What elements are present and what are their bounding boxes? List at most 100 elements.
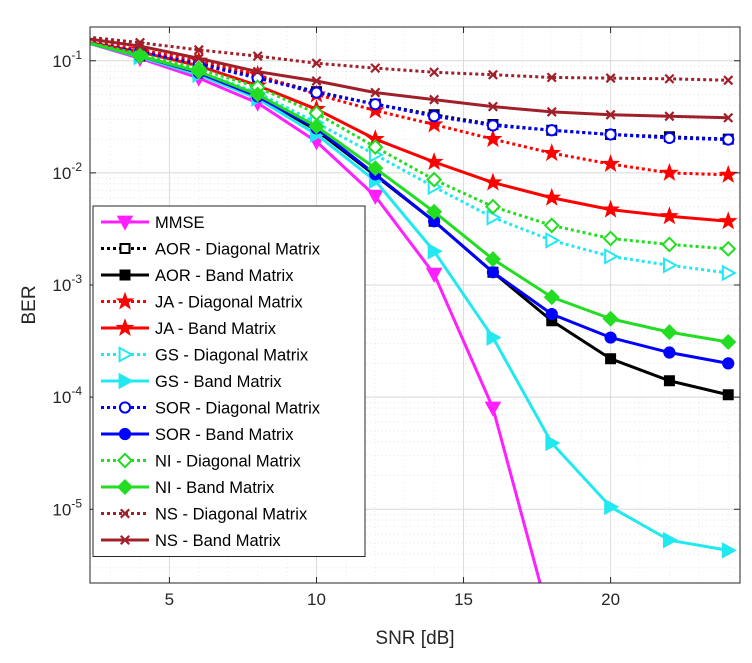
data-point [75, 36, 88, 48]
data-point [545, 232, 561, 249]
data-point [429, 67, 440, 78]
data-point [193, 53, 204, 64]
data-point [542, 187, 562, 206]
data-point [660, 162, 679, 181]
data-point [487, 69, 498, 80]
legend-item-ni-diagonal-matrix: NI - Diagonal Matrix [101, 452, 302, 471]
data-point [723, 75, 734, 86]
data-point [720, 334, 737, 351]
data-point [308, 118, 325, 135]
x-tick-label: 10 [307, 590, 326, 609]
data-point [425, 267, 443, 283]
y-tick-label: 10-3 [52, 272, 82, 295]
legend-item-ni-band-matrix: NI - Band Matrix [101, 478, 275, 497]
legend-label: GS - Diagonal Matrix [155, 347, 309, 365]
data-point [426, 203, 443, 220]
data-point [424, 152, 444, 171]
legend-label: AOR - Band Matrix [155, 267, 294, 285]
data-point [543, 289, 560, 306]
data-point [311, 76, 322, 86]
data-point [426, 171, 443, 188]
data-point [661, 324, 678, 341]
legend-swatch-marker [115, 318, 135, 336]
legend-swatch-marker [118, 372, 134, 390]
data-point [718, 211, 738, 230]
legend-label: NI - Band Matrix [155, 479, 275, 497]
data-point [483, 172, 503, 191]
series-line [90, 41, 729, 142]
data-point [486, 209, 502, 226]
y-axis-label: BER [19, 285, 40, 324]
data-point [721, 542, 737, 559]
data-point [427, 242, 443, 260]
data-point [663, 256, 679, 274]
legend-swatch-marker [118, 427, 132, 441]
data-point [604, 128, 617, 141]
data-point [664, 111, 675, 122]
y-tick-label: 10-2 [52, 160, 82, 183]
series-ni-band-matrix [90, 41, 737, 351]
data-point [77, 34, 85, 42]
data-point [722, 389, 734, 401]
data-point [252, 51, 263, 62]
data-point [721, 264, 737, 282]
data-point [486, 119, 500, 132]
y-tick-label: 10-4 [52, 384, 82, 407]
data-point [76, 36, 86, 46]
data-point [193, 44, 204, 55]
legend-swatch-marker [120, 535, 130, 545]
data-point [723, 112, 734, 123]
legend-label: SOR - Diagonal Matrix [155, 400, 321, 418]
data-point [718, 164, 738, 183]
legend-label: MMSE [155, 214, 205, 232]
data-point [663, 131, 676, 145]
data-point [604, 331, 617, 344]
legend-item-ja-diagonal-matrix: JA - Diagonal Matrix [101, 291, 303, 312]
data-point [601, 199, 620, 218]
legend-item-aor-diagonal-matrix: AOR - Diagonal Matrix [101, 241, 321, 259]
data-point [429, 94, 440, 105]
data-point [483, 129, 503, 148]
legend-swatch-marker [119, 243, 131, 254]
x-tick-label: 5 [165, 590, 174, 609]
data-point [545, 434, 561, 452]
data-point [546, 106, 557, 117]
data-point [722, 133, 735, 146]
data-point [546, 72, 557, 83]
data-point [543, 217, 560, 234]
legend-label: SOR - Band Matrix [155, 426, 294, 444]
data-point [663, 346, 676, 359]
data-point [484, 198, 501, 215]
legend-item-ja-band-matrix: JA - Band Matrix [101, 318, 277, 338]
series-line [90, 35, 729, 82]
data-point [720, 240, 737, 257]
series-line [90, 41, 729, 552]
data-point [605, 353, 617, 365]
y-tick-label: 10-5 [52, 496, 82, 519]
data-point [660, 206, 679, 225]
data-point [367, 160, 384, 177]
legend-label: AOR - Diagonal Matrix [155, 241, 321, 259]
data-point [77, 37, 86, 46]
data-point [602, 310, 619, 327]
legend-label: JA - Diagonal Matrix [155, 294, 303, 312]
data-point [604, 248, 620, 265]
data-point [484, 401, 502, 417]
data-point [76, 34, 88, 47]
legend-item-mmse: MMSE [101, 214, 205, 232]
data-point [90, 36, 91, 37]
series-line [90, 41, 729, 275]
plot-frame [89, 26, 741, 584]
series-ns-diagonal-matrix [77, 32, 734, 86]
data-point [75, 34, 88, 47]
legend-label: GS - Band Matrix [155, 373, 282, 391]
legend-swatch-marker [116, 452, 134, 469]
data-point [542, 143, 562, 162]
x-tick-label: 20 [601, 590, 620, 609]
data-point [76, 36, 86, 46]
legend-swatch-marker [116, 478, 134, 496]
legend-swatch-marker [119, 269, 131, 281]
legend-item-sor-diagonal-matrix: SOR - Diagonal Matrix [101, 400, 321, 418]
data-point [77, 32, 85, 40]
